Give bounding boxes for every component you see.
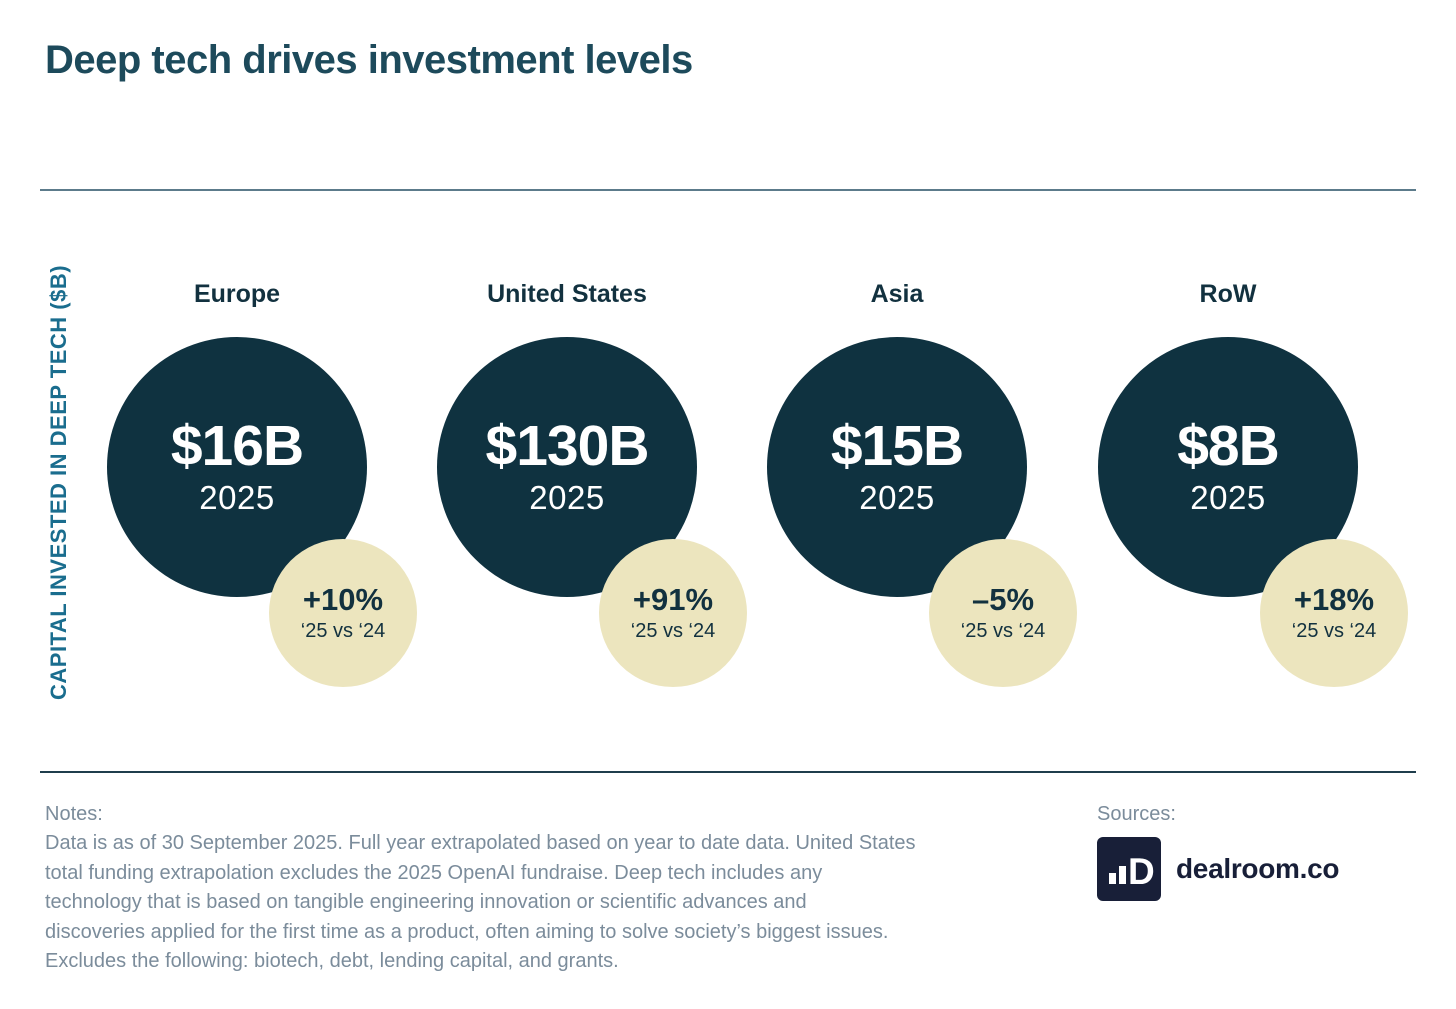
- value-bubble: $15B 2025: [767, 337, 1027, 597]
- bubble-year: 2025: [859, 479, 935, 517]
- region-column-united-states: United States $130B 2025 +91% ‘25 vs ‘24: [402, 270, 747, 740]
- change-value: +91%: [632, 581, 714, 617]
- bubble-year: 2025: [1190, 479, 1266, 517]
- bubble-year: 2025: [199, 479, 275, 517]
- bottom-divider: [40, 771, 1416, 773]
- bar-chart-d-glyph: D: [1109, 851, 1155, 892]
- change-bubble: +91% ‘25 vs ‘24: [599, 539, 747, 687]
- bubble-year: 2025: [529, 479, 605, 517]
- change-comparison: ‘25 vs ‘24: [630, 620, 716, 643]
- region-column-asia: Asia $15B 2025 –5% ‘25 vs ‘24: [732, 270, 1077, 740]
- change-comparison: ‘25 vs ‘24: [300, 620, 386, 643]
- bubble-value: $8B: [1177, 413, 1280, 478]
- change-bubble: –5% ‘25 vs ‘24: [929, 539, 1077, 687]
- change-value: –5%: [971, 581, 1035, 617]
- region-label: United States: [487, 280, 647, 308]
- change-value: +18%: [1293, 581, 1375, 617]
- top-divider: [40, 189, 1416, 191]
- brand-name: dealroom.co: [1176, 853, 1340, 884]
- change-bubble: +18% ‘25 vs ‘24: [1260, 539, 1408, 687]
- change-comparison: ‘25 vs ‘24: [1291, 620, 1377, 643]
- notes-body: Data is as of 30 September 2025. Full ye…: [45, 832, 916, 972]
- svg-text:D: D: [1128, 851, 1155, 892]
- change-comparison: ‘25 vs ‘24: [960, 620, 1046, 643]
- bubble-value: $130B: [485, 413, 650, 478]
- region-column-row: RoW $8B 2025 +18% ‘25 vs ‘24: [1063, 270, 1408, 740]
- bubble-value: $16B: [170, 413, 304, 478]
- value-bubble: $16B 2025: [107, 337, 367, 597]
- region-label: Europe: [193, 280, 281, 308]
- brand-row: D dealroom.co: [1097, 837, 1339, 901]
- value-bubble: $8B 2025: [1098, 337, 1358, 597]
- notes-section: Notes: Data is as of 30 September 2025. …: [45, 800, 1085, 977]
- sources-section: Sources: D dealroom.co: [1097, 800, 1339, 901]
- sources-heading: Sources:: [1097, 803, 1176, 825]
- region-column-europe: Europe $16B 2025 +10% ‘25 vs ‘24: [72, 270, 417, 740]
- region-label: Asia: [870, 280, 924, 308]
- page-title: Deep tech drives investment levels: [45, 38, 693, 82]
- notes-heading: Notes:: [45, 803, 103, 825]
- change-value: +10%: [302, 581, 384, 617]
- dealroom-logo-icon: D: [1097, 837, 1161, 901]
- bubble-value: $15B: [830, 413, 964, 478]
- change-bubble: +10% ‘25 vs ‘24: [269, 539, 417, 687]
- region-label: RoW: [1199, 280, 1257, 308]
